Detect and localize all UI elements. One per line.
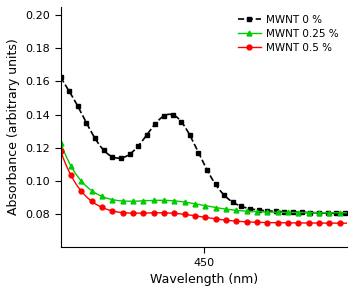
MWNT 0.25 % (338, 211, 342, 214)
MWNT 0.25 % (293, 211, 297, 214)
MWNT 0 % (293, 210, 297, 214)
MWNT 0.5 % (229, 219, 233, 222)
MWNT 0 % (229, 199, 233, 203)
MWNT 0.5 % (338, 222, 342, 225)
MWNT 0.25 % (345, 211, 349, 214)
MWNT 0 % (195, 147, 199, 151)
MWNT 0.5 % (195, 214, 199, 218)
Line: MWNT 0.25 %: MWNT 0.25 % (58, 140, 349, 215)
MWNT 0 % (345, 212, 349, 215)
MWNT 0.25 % (196, 203, 200, 206)
MWNT 0.5 % (196, 214, 200, 218)
MWNT 0.25 % (229, 208, 233, 212)
MWNT 0 % (213, 183, 218, 186)
MWNT 0 % (338, 212, 342, 215)
MWNT 0.5 % (345, 222, 349, 225)
MWNT 0.25 % (58, 141, 63, 144)
Legend: MWNT 0 %, MWNT 0.25 %, MWNT 0.5 %: MWNT 0 %, MWNT 0.25 %, MWNT 0.5 % (235, 12, 342, 56)
Line: MWNT 0.5 %: MWNT 0.5 % (58, 149, 349, 226)
Y-axis label: Absorbance (arbitrary units): Absorbance (arbitrary units) (7, 39, 20, 215)
Line: MWNT 0 %: MWNT 0 % (58, 75, 349, 215)
MWNT 0.25 % (195, 202, 199, 206)
MWNT 0 % (58, 75, 63, 79)
MWNT 0.25 % (213, 206, 218, 209)
MWNT 0.5 % (213, 217, 218, 221)
MWNT 0 % (196, 151, 200, 154)
MWNT 0.5 % (58, 149, 63, 153)
X-axis label: Wavelength (nm): Wavelength (nm) (150, 273, 258, 286)
MWNT 0.5 % (293, 221, 297, 225)
